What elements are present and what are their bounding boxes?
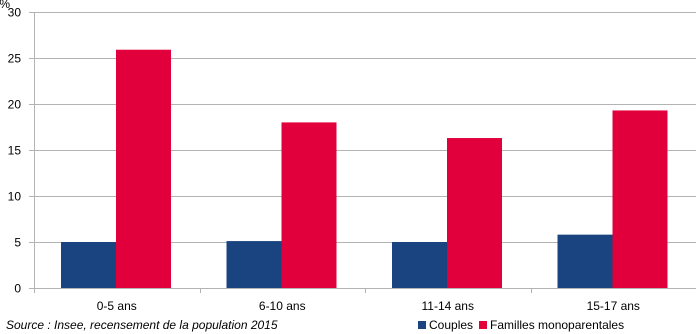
- legend-item-familles-monoparentales: Familles monoparentales: [479, 318, 624, 332]
- bar-couples-0-5-ans: [61, 242, 116, 288]
- y-axis: % 0 5 10 15 20 25 30: [0, 0, 35, 296]
- bar-couples-15-17-ans: [557, 234, 613, 288]
- bar-familles-monoparentales-0-5-ans: [116, 49, 171, 288]
- y-tick-label-10: 10: [8, 190, 22, 204]
- y-tick-label-20: 20: [8, 98, 22, 112]
- bar-couples-6-10-ans: [226, 241, 282, 288]
- y-tick-label-5: 5: [14, 236, 21, 250]
- x-tick-label-15-17-ans: 15-17 ans: [587, 299, 640, 313]
- bar-familles-monoparentales-11-14-ans: [447, 138, 502, 288]
- bar-familles-monoparentales-15-17-ans: [612, 110, 668, 288]
- y-tick-label-25: 25: [8, 52, 22, 66]
- bars: [61, 49, 668, 289]
- legend-swatch-couples: [418, 321, 426, 329]
- legend-swatch-familles-monoparentales: [479, 321, 488, 329]
- legend-item-couples: Couples: [418, 318, 473, 332]
- legend-label-couples: Couples: [429, 318, 474, 332]
- x-tick-label-0-5-ans: 0-5 ans: [97, 299, 137, 313]
- y-tick-label-30: 30: [8, 6, 22, 20]
- x-tick-label-11-14-ans: 11-14 ans: [422, 299, 474, 313]
- legend-label-familles-monoparentales: Familles monoparentales: [490, 318, 625, 332]
- bar-couples-11-14-ans: [392, 242, 447, 288]
- y-axis-unit: %: [0, 0, 10, 11]
- x-tick-label-6-10-ans: 6-10 ans: [259, 299, 306, 313]
- legend: Couples Familles monoparentales: [418, 318, 630, 332]
- x-axis: 0-5 ans 6-10 ans 11-14 ans 15-17 ans: [34, 288, 696, 313]
- y-tick-label-0: 0: [14, 282, 21, 296]
- source-note: Source : Insee, recensement de la popula…: [6, 318, 278, 332]
- bar-familles-monoparentales-6-10-ans: [281, 122, 337, 289]
- y-tick-label-15: 15: [8, 144, 22, 158]
